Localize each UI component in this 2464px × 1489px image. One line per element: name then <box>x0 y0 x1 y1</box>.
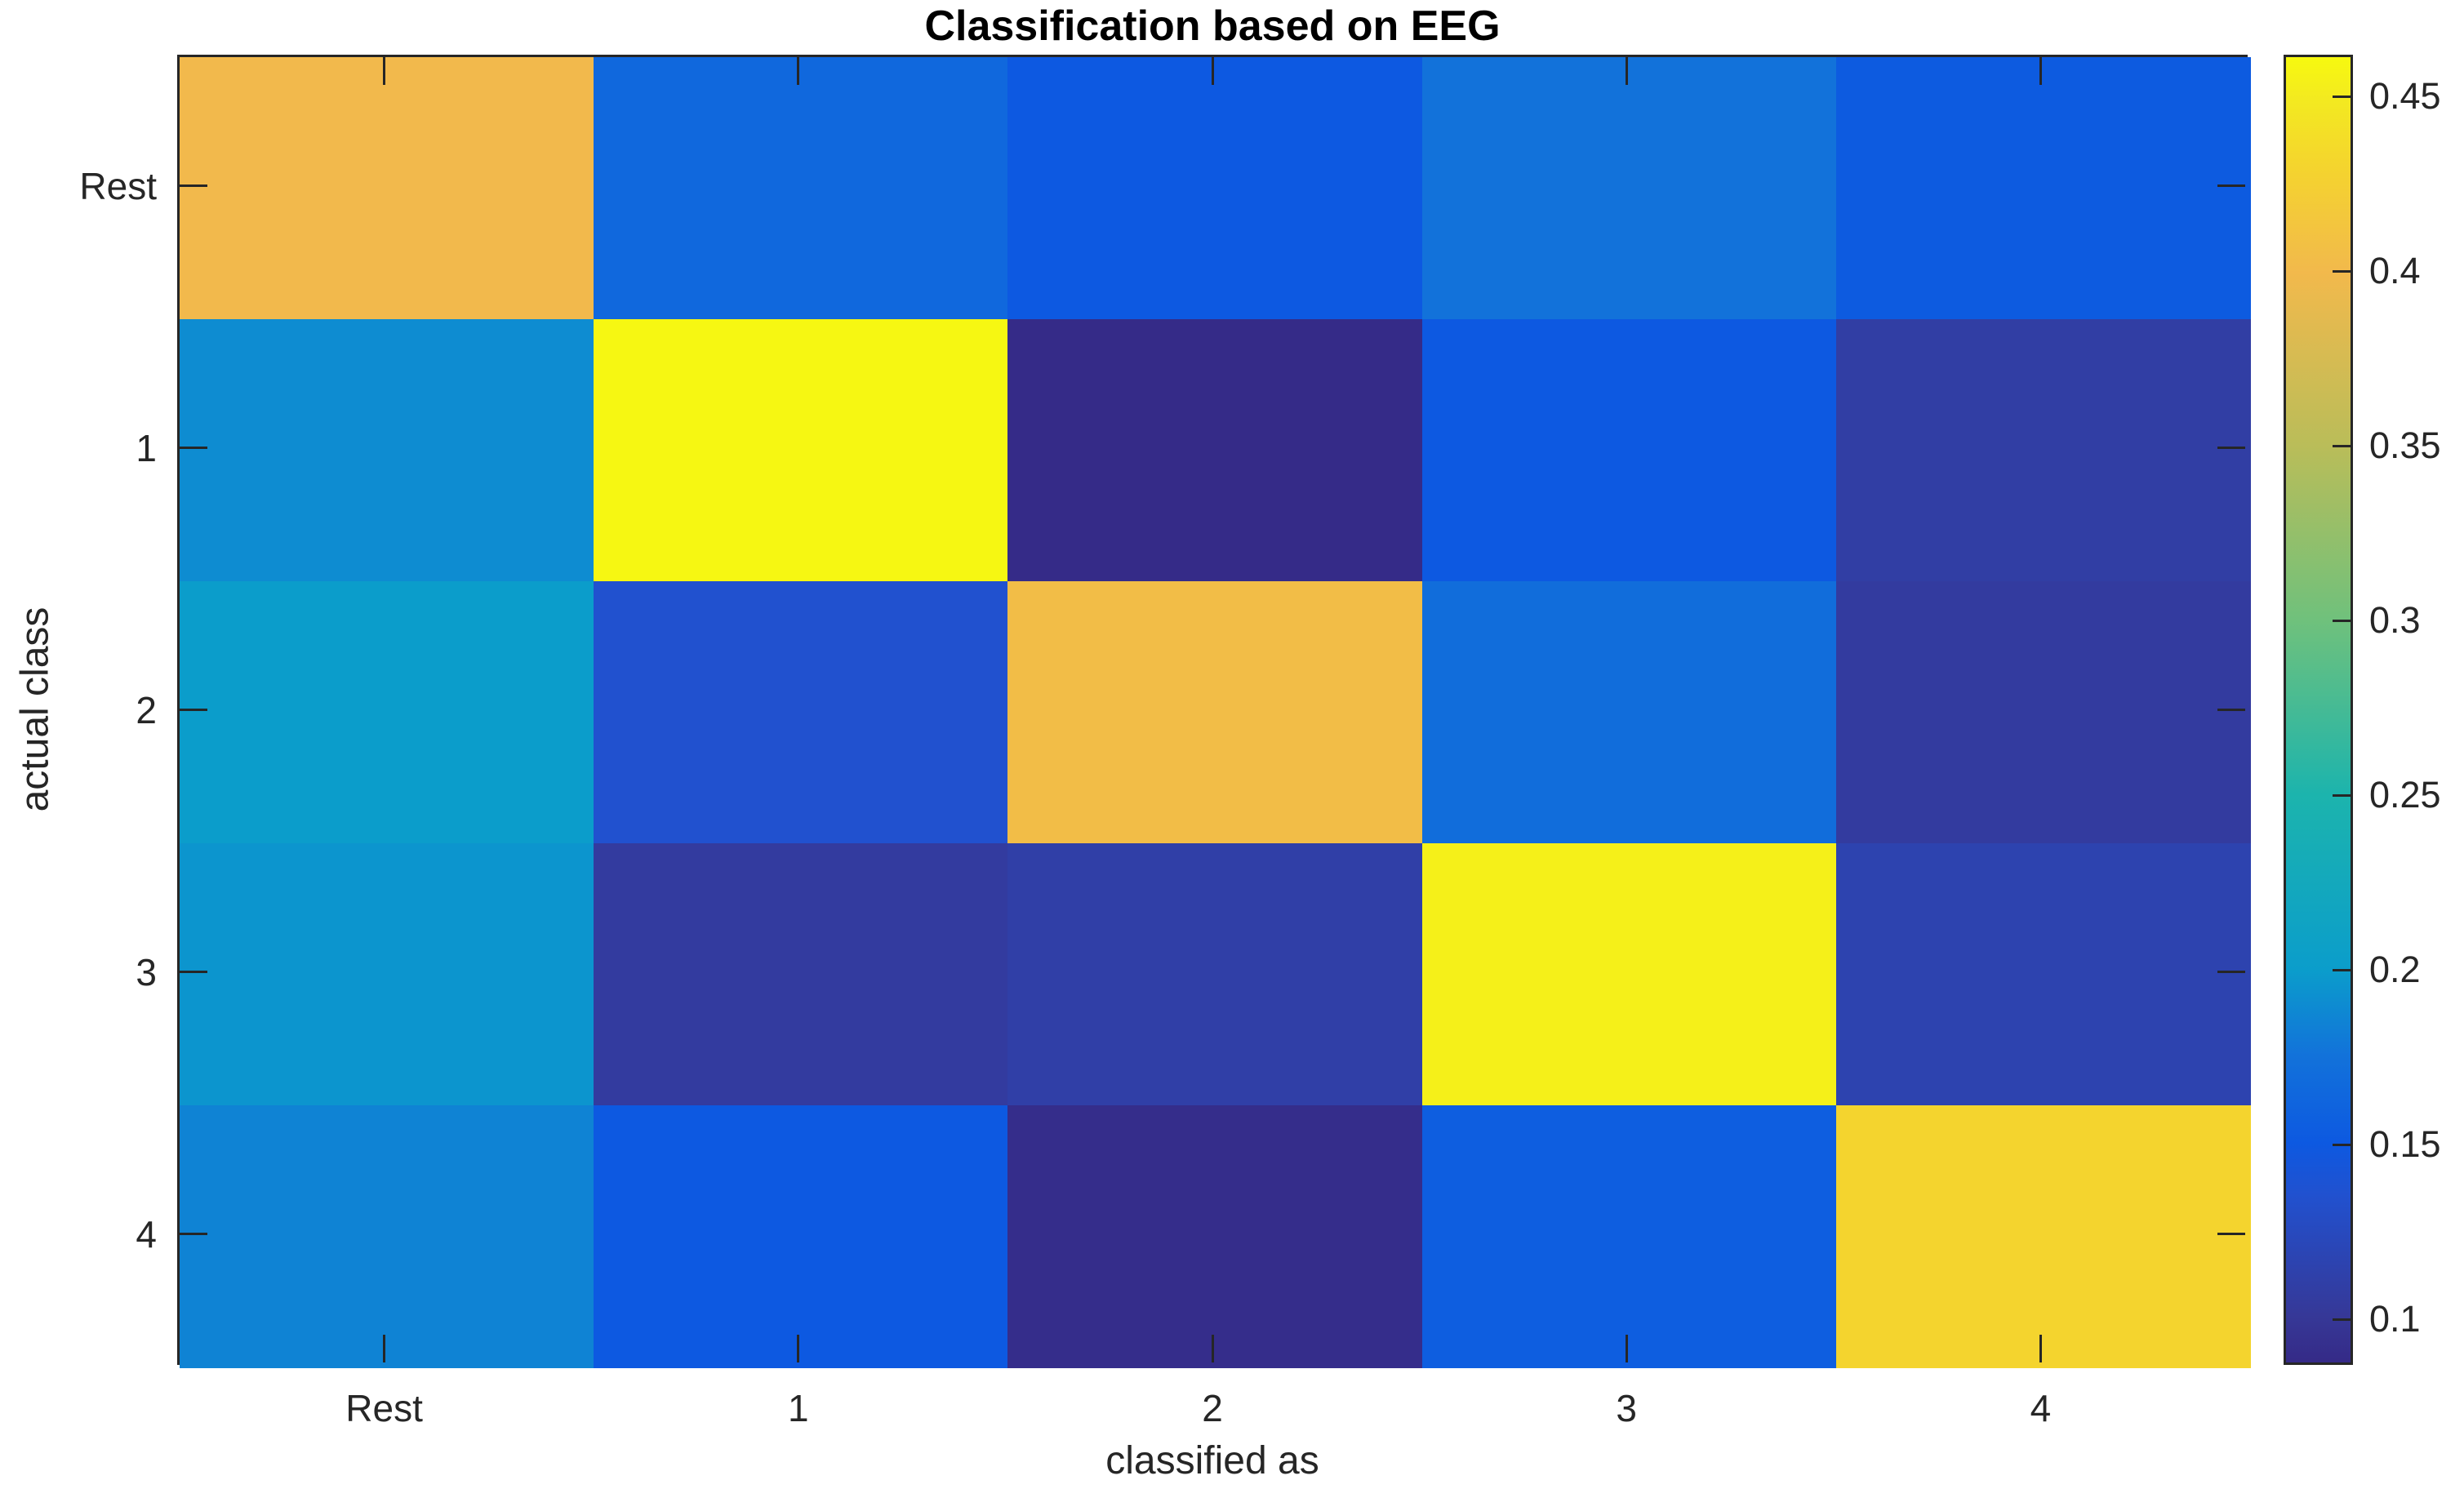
heatmap-cell <box>1421 319 1837 582</box>
heatmap-cell <box>594 319 1009 582</box>
colorbar-tick-label: 0.25 <box>2369 774 2441 816</box>
colorbar-tick <box>2333 1143 2351 1146</box>
y-axis-label: actual class <box>13 607 57 812</box>
axis-tick <box>383 1335 386 1362</box>
axis-tick <box>797 57 800 85</box>
colorbar-tick <box>2333 269 2351 273</box>
axis-tick <box>180 184 207 187</box>
colorbar-tick <box>2333 793 2351 797</box>
axis-tick <box>180 971 207 973</box>
heatmap-cell <box>1835 581 2251 844</box>
chart-title: Classification based on EEG <box>924 2 1501 50</box>
heatmap-cell <box>1421 843 1837 1106</box>
colorbar-tick <box>2333 444 2351 447</box>
heatmap-cell <box>594 581 1009 844</box>
axis-tick <box>180 1233 207 1235</box>
axis-tick <box>797 1335 800 1362</box>
heatmap-cell <box>1421 581 1837 844</box>
heatmap-cell <box>1007 843 1423 1106</box>
axis-tick <box>1211 1335 1214 1362</box>
colorbar-tick <box>2333 619 2351 622</box>
axis-tick <box>2039 1335 2042 1362</box>
colorbar-tick-label: 0.3 <box>2369 599 2421 642</box>
x-tick-label: 2 <box>1202 1387 1223 1429</box>
colorbar-tick-label: 0.15 <box>2369 1123 2441 1166</box>
colorbar-tick <box>2333 1318 2351 1321</box>
y-tick-label: 2 <box>136 688 157 731</box>
colorbar <box>2284 55 2353 1365</box>
axis-tick <box>383 57 386 85</box>
heatmap-cell <box>1835 843 2251 1106</box>
axis-tick <box>2039 57 2042 85</box>
axis-tick <box>2217 184 2245 187</box>
y-tick-label: Rest <box>79 164 157 207</box>
x-tick-label: 3 <box>1616 1387 1637 1429</box>
heatmap-cell <box>1835 57 2251 320</box>
axis-tick <box>2217 709 2245 711</box>
heatmap-cell <box>1421 1105 1837 1368</box>
axis-tick <box>1625 1335 1628 1362</box>
x-axis-label: classified as <box>1105 1439 1319 1482</box>
heatmap-cell <box>594 843 1009 1106</box>
axis-tick <box>2217 1233 2245 1235</box>
heatmap-cell <box>1007 581 1423 844</box>
heatmap-cell <box>594 57 1009 320</box>
heatmap-cell <box>1421 57 1837 320</box>
colorbar-tick <box>2333 95 2351 98</box>
heatmap-cell <box>180 843 595 1106</box>
heatmap-cell <box>1007 1105 1423 1368</box>
axis-tick <box>2217 447 2245 449</box>
axis-tick <box>180 447 207 449</box>
x-tick-label: 4 <box>2030 1387 2052 1429</box>
colorbar-tick-label: 0.35 <box>2369 424 2441 467</box>
x-tick-label: 1 <box>788 1387 809 1429</box>
axis-tick <box>180 709 207 711</box>
y-tick-label: 3 <box>136 950 157 993</box>
heatmap-plot <box>177 55 2251 1368</box>
colorbar-tick-label: 0.4 <box>2369 250 2421 292</box>
heatmap-cell <box>1007 57 1423 320</box>
heatmap-cell <box>180 1105 595 1368</box>
heatmap-cell <box>180 57 595 320</box>
colorbar-tick-label: 0.2 <box>2369 949 2421 991</box>
heatmap-cell <box>180 319 595 582</box>
x-tick-label: Rest <box>345 1387 423 1429</box>
y-tick-label: 4 <box>136 1212 157 1256</box>
colorbar-tick-label: 0.45 <box>2369 75 2441 118</box>
heatmap-cell <box>594 1105 1009 1368</box>
heatmap-cell <box>180 581 595 844</box>
y-tick-label: 1 <box>136 426 157 469</box>
heatmap-cell <box>1007 319 1423 582</box>
heatmap-cell <box>1835 1105 2251 1368</box>
axis-tick <box>1625 57 1628 85</box>
colorbar-tick-label: 0.1 <box>2369 1298 2421 1340</box>
axis-tick <box>1211 57 1214 85</box>
axis-tick <box>2217 971 2245 973</box>
colorbar-tick <box>2333 968 2351 971</box>
heatmap-cell <box>1835 319 2251 582</box>
